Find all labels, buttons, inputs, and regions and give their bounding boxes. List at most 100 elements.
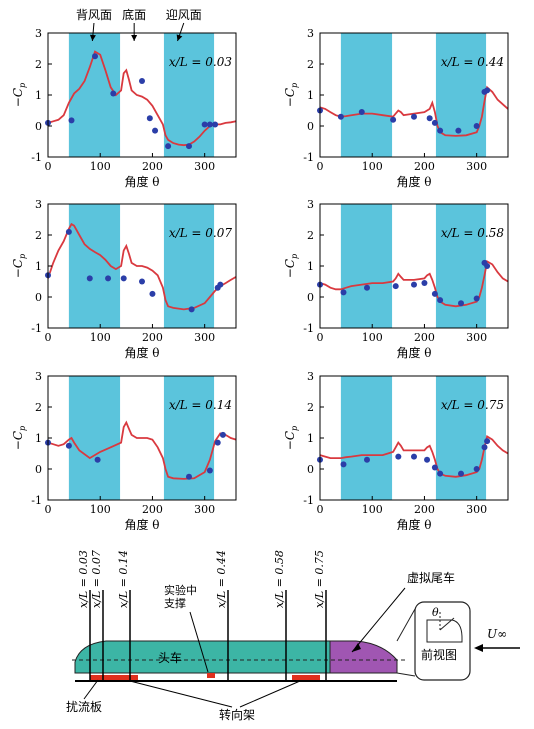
experiment-point (458, 300, 464, 307)
x-tick-label: 100 (90, 160, 111, 173)
experiment-point (92, 53, 98, 60)
bogie-pointer-1 (129, 680, 233, 708)
theta-label: θ (432, 606, 439, 619)
experiment-point (139, 278, 145, 285)
x-axis-label: 角度 θ (124, 345, 159, 360)
experiment-point (186, 143, 192, 150)
experiment-point (431, 290, 438, 297)
support-block (207, 673, 215, 678)
experiment-point (110, 90, 117, 97)
experiment-point (340, 289, 347, 296)
head-car-body (74, 640, 331, 674)
face-label: 迎风面 (166, 8, 202, 22)
experiment-point (65, 442, 72, 449)
position-annotation: x/L = 0.75 (441, 398, 504, 412)
bogie-2 (292, 675, 320, 680)
shaded-band-1 (340, 33, 393, 157)
x-tick-label: 200 (414, 331, 435, 344)
x-tick-label: 0 (317, 160, 324, 173)
experiment-point (86, 275, 93, 282)
experiment-point (165, 143, 172, 150)
x-tick-label: 200 (142, 503, 163, 516)
section-label: x/L = 0.03 (77, 550, 90, 608)
x-tick-label: 100 (362, 160, 383, 173)
position-annotation: x/L = 0.58 (441, 226, 505, 240)
x-tick-label: 100 (90, 503, 111, 516)
x-tick-label: 200 (142, 160, 163, 173)
experiment-point (120, 275, 127, 282)
section-lines (89, 590, 327, 681)
y-tick-label: 0 (307, 291, 314, 304)
face-label: 底面 (122, 7, 146, 22)
experiment-point (188, 306, 195, 313)
experiment-point (484, 438, 491, 445)
experiment-point (431, 464, 438, 471)
experiment-point (484, 263, 491, 269)
wind-arrowhead (474, 644, 483, 652)
experiment-point (149, 290, 156, 297)
section-label: x/L = 0.44 (215, 550, 228, 608)
y-tick-label: 2 (307, 58, 314, 71)
x-tick-label: 0 (317, 331, 324, 344)
x-tick-label: 100 (362, 331, 383, 344)
head-car-label: 头车 (158, 650, 182, 665)
experiment-point (152, 127, 159, 134)
y-tick-label: -1 (31, 322, 42, 335)
x-tick-label: 0 (45, 331, 52, 344)
virtual-tail-body (329, 640, 398, 674)
x-tick-label: 300 (194, 503, 215, 516)
experiment-point (473, 123, 480, 129)
experiment-point (65, 228, 72, 235)
y-tick-label: 0 (35, 120, 42, 133)
y-tick-label: 0 (307, 463, 314, 476)
simulation-line (319, 259, 509, 308)
y-axis-label: −Cp (283, 426, 299, 450)
y-tick-label: 1 (307, 432, 314, 445)
y-tick-label: -1 (303, 494, 314, 507)
shaded-band-2 (163, 376, 215, 500)
experiment-point (337, 113, 344, 120)
experiment-point (146, 115, 153, 122)
y-tick-label: 3 (307, 27, 314, 40)
train-diagram: 头车 实验中支撑 虚拟尾车 扰流板 转向架 θ 前视图 U∞ x/L = 0.0… (66, 550, 520, 722)
experiment-point (201, 121, 208, 128)
y-tick-label: 1 (307, 89, 314, 102)
y-tick-label: -1 (31, 151, 42, 164)
x-tick-label: 300 (466, 331, 487, 344)
x-axis-label: 角度 θ (124, 517, 159, 530)
experiment-point (395, 453, 402, 460)
front-view-section (426, 619, 463, 643)
y-tick-label: 3 (307, 198, 314, 211)
x-axis-label: 角度 θ (396, 517, 431, 530)
theta-ray (439, 617, 455, 631)
spoiler-plate (90, 675, 114, 680)
virtual-tail-pointer (351, 587, 406, 653)
y-tick-label: 1 (307, 260, 314, 273)
bogie-label: 转向架 (219, 707, 255, 722)
experiment-point (212, 121, 219, 128)
experiment-point (481, 444, 488, 451)
x-tick-label: 300 (466, 160, 487, 173)
support-pointer (189, 611, 209, 673)
shaded-band-1 (340, 204, 393, 328)
experiment-point (186, 473, 192, 480)
face-label-arrowhead (131, 35, 138, 41)
simulation-line (47, 222, 237, 311)
experiment-point (358, 109, 365, 116)
y-tick-label: 0 (35, 463, 42, 476)
section-label: x/L = 0.07 (90, 550, 103, 608)
position-annotation: x/L = 0.07 (169, 226, 233, 240)
simulation-line (47, 50, 237, 147)
spoiler-label: 扰流板 (66, 700, 102, 714)
x-axis-label: 角度 θ (396, 345, 431, 360)
x-axis-label: 角度 θ (396, 174, 431, 189)
virtual-tail-label: 虚拟尾车 (407, 570, 455, 585)
experiment-point (139, 78, 145, 85)
x-tick-label: 100 (90, 331, 111, 344)
experiment-point (411, 453, 417, 460)
y-tick-label: 2 (35, 58, 42, 71)
experiment-point (424, 456, 431, 463)
